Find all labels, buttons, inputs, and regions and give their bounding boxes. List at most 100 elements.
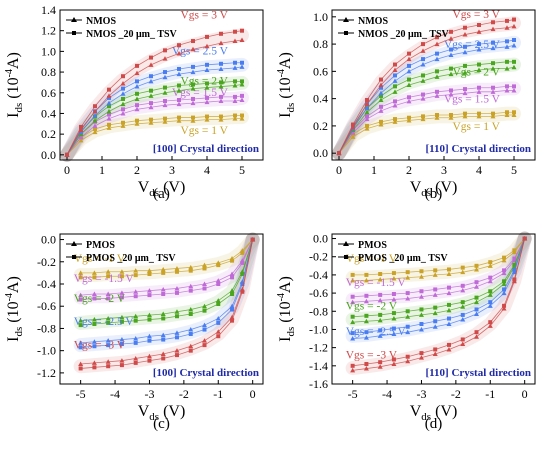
data-point-square xyxy=(216,320,221,325)
data-point-triangle xyxy=(476,29,482,34)
y-axis-label-unit-end: A) xyxy=(277,52,294,69)
x-axis-label-unit: (V) xyxy=(159,403,185,420)
data-point-triangle xyxy=(190,46,196,52)
chart-panel-a: 0 1 2 3 4 5 0.0 0.2 0.4 0.6 0.8 1.0 1.2 1.4 Vds (V) Ids… xyxy=(4,3,264,202)
legend-marker-triangle xyxy=(71,241,77,246)
series-line-tsv xyxy=(80,239,254,326)
series-glow xyxy=(332,57,521,161)
data-point-square xyxy=(405,354,410,359)
data-point-triangle xyxy=(377,317,383,323)
x-axis-label-sub: ds xyxy=(421,187,431,199)
y-axis-label-sub: ds xyxy=(13,327,25,337)
data-point-square xyxy=(379,93,383,98)
data-point-square xyxy=(474,307,479,312)
data-point-triangle xyxy=(364,116,370,122)
data-point-square xyxy=(391,357,396,362)
data-point-triangle xyxy=(202,262,208,268)
series-glow xyxy=(345,231,532,327)
series-line-tsv xyxy=(80,239,254,300)
data-point-square xyxy=(350,363,355,368)
data-point-triangle xyxy=(190,118,196,123)
data-point-triangle xyxy=(162,74,168,80)
data-point-triangle xyxy=(176,88,182,93)
series-glow xyxy=(73,232,260,353)
legend-entry: NMOS xyxy=(86,16,116,27)
series-label: Vgs = 2.5 V xyxy=(444,39,501,51)
data-point-triangle xyxy=(239,116,245,121)
data-point-square xyxy=(78,275,83,280)
data-point-triangle xyxy=(148,93,154,98)
y-axis-label-sub: ds xyxy=(13,103,25,113)
data-point-square xyxy=(407,95,411,100)
data-point-triangle xyxy=(162,56,168,61)
data-point-square xyxy=(421,57,425,62)
y-tick-label: 0.4 xyxy=(41,106,56,120)
series-glow xyxy=(73,232,260,305)
x-tick-label: 4 xyxy=(476,163,482,177)
y-tick-label: 0.0 xyxy=(41,148,56,162)
series-label: Vgs = 1.5 V xyxy=(172,87,229,99)
data-point-triangle xyxy=(522,236,528,241)
data-point-square xyxy=(119,363,124,368)
data-point-triangle xyxy=(501,257,507,263)
series-line-tsv xyxy=(80,239,253,278)
data-point-square xyxy=(421,92,425,97)
data-point-square xyxy=(393,73,397,78)
data-point-square xyxy=(161,292,166,296)
data-point-square xyxy=(135,79,139,84)
legend-entry: NMOS _20 μm_ TSV xyxy=(358,29,450,40)
data-point-square xyxy=(219,61,223,66)
data-point-square xyxy=(147,272,152,276)
data-point-square xyxy=(474,280,479,285)
data-point-triangle xyxy=(392,78,398,83)
data-point-square xyxy=(449,29,453,34)
data-point-triangle xyxy=(239,37,245,42)
legend: NMOS NMOS _20 μm_ TSV xyxy=(338,16,450,40)
data-point-square xyxy=(92,275,97,280)
y-axis-label-unit: (10 xyxy=(5,77,22,102)
data-point-triangle xyxy=(190,69,196,75)
data-point-triangle xyxy=(148,104,154,110)
data-point-triangle xyxy=(511,249,517,255)
series-line-nmos xyxy=(352,238,526,371)
data-point-square xyxy=(202,286,207,291)
data-point-triangle xyxy=(350,124,356,130)
data-point-square xyxy=(393,117,397,122)
data-point-square xyxy=(364,313,369,318)
data-point-square xyxy=(435,89,439,94)
data-point-triangle xyxy=(476,47,482,52)
data-point-square xyxy=(364,293,369,298)
legend: NMOS NMOS _20 μm_ TSV xyxy=(66,16,178,40)
data-point-square xyxy=(93,126,97,131)
y-axis-label-main: I xyxy=(5,337,22,342)
data-point-triangle xyxy=(133,355,139,361)
data-point-square xyxy=(188,288,193,293)
data-point-triangle xyxy=(174,285,180,291)
data-point-triangle xyxy=(460,304,466,309)
legend-entry: NMOS xyxy=(358,16,388,27)
y-tick-label: -1.0 xyxy=(37,344,56,358)
data-point-triangle xyxy=(377,297,383,303)
data-point-square xyxy=(505,110,509,115)
data-point-square xyxy=(230,307,235,312)
data-point-triangle xyxy=(160,287,166,292)
data-point-square xyxy=(435,113,439,117)
data-point-triangle xyxy=(363,277,369,283)
data-point-triangle xyxy=(202,338,208,343)
data-point-triangle xyxy=(133,313,139,319)
data-point-triangle xyxy=(511,87,517,93)
x-tick-label: 0 xyxy=(522,387,528,401)
data-point-square xyxy=(488,300,493,305)
data-point-square xyxy=(474,295,479,300)
x-axis-label: Vds (V) xyxy=(138,403,186,423)
data-point-triangle xyxy=(105,315,111,321)
data-point-triangle xyxy=(446,307,452,313)
data-point-triangle xyxy=(78,127,84,132)
data-point-triangle xyxy=(119,269,125,274)
plot-frame xyxy=(331,233,536,385)
y-axis-label: Ids (10-4A) xyxy=(276,276,297,342)
data-point-triangle xyxy=(146,268,152,273)
data-point-triangle xyxy=(462,70,468,75)
data-point-square xyxy=(379,77,383,82)
data-point-square xyxy=(502,279,507,284)
